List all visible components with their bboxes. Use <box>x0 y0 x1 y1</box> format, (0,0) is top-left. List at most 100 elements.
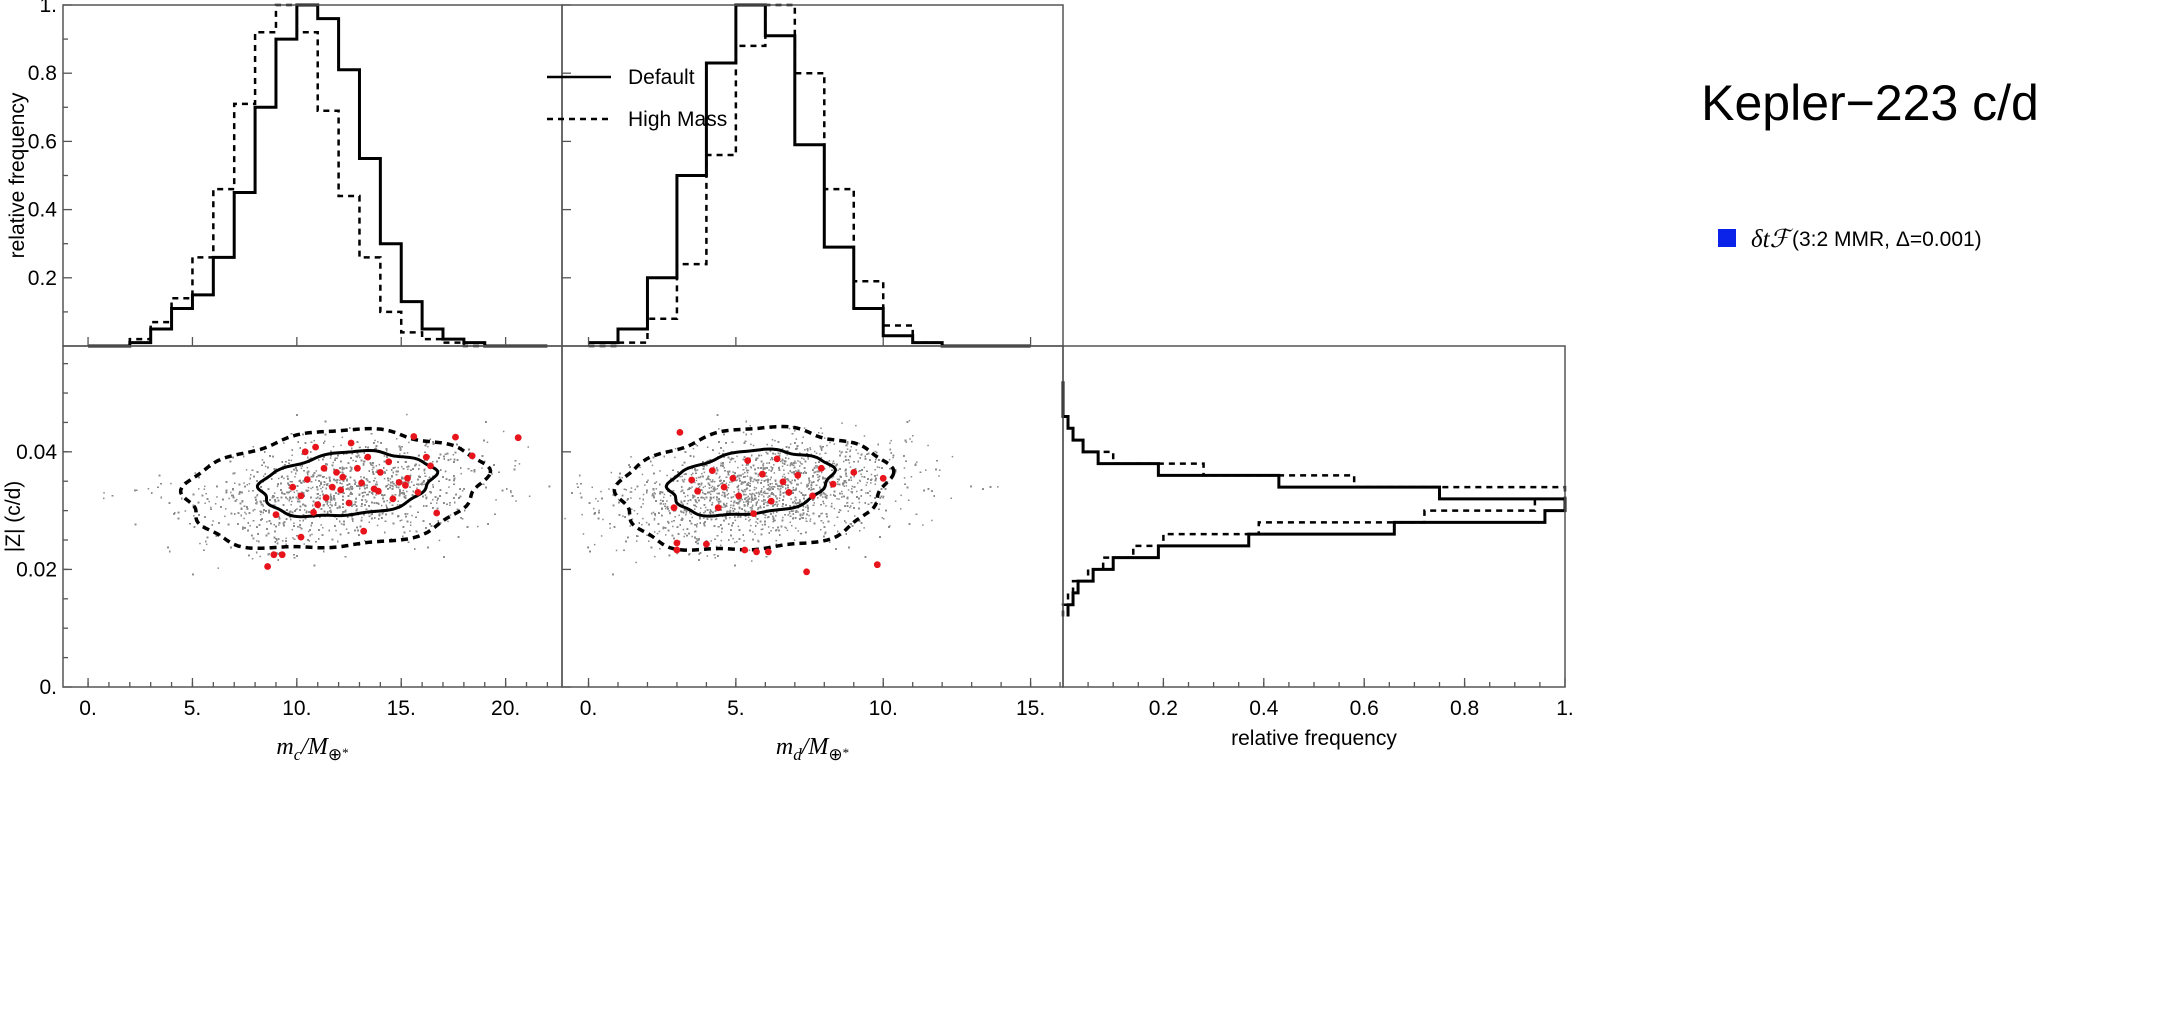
contour-68 <box>255 449 440 519</box>
method-legend-text: (3:2 MMR, Δ=0.001) <box>1792 228 1982 251</box>
data-point <box>785 489 793 496</box>
contour-68 <box>664 447 837 518</box>
data-point <box>714 504 722 512</box>
legend-default-label: Default <box>628 66 695 89</box>
data-point <box>468 452 476 460</box>
data-point <box>402 481 409 489</box>
y-tick-label: 0.6 <box>28 130 57 153</box>
mc-histogram-panel: 0.2 0.4 0.6 0.8 1. relative frequency <box>6 0 563 348</box>
data-point <box>850 469 858 476</box>
data-point <box>750 510 757 517</box>
y-tick-label: 1. <box>39 0 57 17</box>
data-point <box>744 457 752 464</box>
data-point <box>360 527 368 535</box>
data-point <box>297 492 305 500</box>
data-point <box>374 487 382 495</box>
x-tick-label: 10. <box>869 697 898 720</box>
x-axis-label: md/M⊕* <box>776 734 849 764</box>
histogram-series-high-mass <box>588 3 1031 348</box>
data-point <box>873 561 881 569</box>
data-point <box>270 551 278 559</box>
data-point <box>670 504 678 512</box>
data-point <box>404 474 411 482</box>
data-point <box>773 455 781 463</box>
y-tick-label: 0.04 <box>16 441 57 464</box>
data-point <box>414 489 422 496</box>
data-point <box>301 448 309 456</box>
data-point <box>395 479 403 486</box>
data-point <box>354 464 361 472</box>
contour-95 <box>612 424 896 552</box>
y-axis-label: relative frequency <box>6 92 29 258</box>
method-legend-symbol: δtℱ <box>1751 226 1794 253</box>
data-point <box>753 548 760 556</box>
x-tick-label: 0. <box>79 697 97 720</box>
data-point <box>817 464 825 472</box>
data-point <box>364 453 372 461</box>
data-point <box>312 443 319 451</box>
x-tick-label: 20. <box>491 697 520 720</box>
mc-scatter-panel: 0. 5. 10. 15. 20. mc/M⊕* 0. 0.02 0.04 |Z| (c/d) <box>2 345 563 764</box>
figure-title: Kepler−223 c/d <box>1701 75 2039 131</box>
data-point <box>673 546 681 554</box>
data-point <box>303 476 311 483</box>
data-point <box>735 492 743 500</box>
x-axis-label: relative frequency <box>1231 727 1397 750</box>
data-point <box>829 480 837 488</box>
data-point <box>278 551 286 559</box>
data-point <box>389 495 397 503</box>
y-tick-label: 0.8 <box>28 62 57 85</box>
x-tick-label: 15. <box>1016 697 1045 720</box>
y-tick-label: 0.02 <box>16 558 57 581</box>
x-tick-label: 5. <box>727 697 745 720</box>
data-point <box>339 473 347 481</box>
data-point <box>703 540 710 548</box>
data-point <box>794 471 802 479</box>
data-point <box>433 509 441 517</box>
data-point <box>427 462 434 470</box>
x-tick-label: 0.8 <box>1450 697 1479 720</box>
data-point <box>759 470 766 478</box>
data-point <box>272 511 280 519</box>
y-tick-label: 0. <box>39 676 57 699</box>
x-tick-label: 0.4 <box>1249 697 1279 720</box>
data-point <box>358 479 365 487</box>
data-point <box>741 546 749 554</box>
data-point <box>377 469 384 476</box>
data-point <box>410 433 418 440</box>
data-point <box>779 478 787 486</box>
data-point <box>809 492 816 500</box>
data-point <box>297 533 305 541</box>
x-axis-label: mc/M⊕* <box>276 734 348 764</box>
data-point <box>764 548 772 556</box>
data-point <box>729 474 737 482</box>
data-point <box>320 464 328 472</box>
data-point <box>314 501 322 509</box>
data-point <box>514 434 522 442</box>
histogram-series-high-mass <box>88 3 506 348</box>
y-tick-label: 0.4 <box>28 199 58 222</box>
data-point <box>422 453 430 461</box>
y-tick-label: 0.2 <box>28 267 57 290</box>
data-point <box>322 494 330 502</box>
data-point <box>328 483 336 491</box>
data-point <box>720 483 728 491</box>
contour-95 <box>178 426 493 551</box>
z-histogram-panel: 0.2 0.4 0.6 0.8 1. relative frequency <box>1061 345 1574 750</box>
data-point <box>688 476 696 484</box>
data-point <box>694 487 701 495</box>
x-tick-label: 0.2 <box>1149 697 1178 720</box>
data-point <box>673 539 681 547</box>
x-tick-label: 5. <box>184 697 202 720</box>
legend-highmass-label: High Mass <box>628 108 727 131</box>
x-tick-label: 15. <box>387 697 416 720</box>
histogram-series-default <box>88 3 548 348</box>
x-tick-label: 0.6 <box>1350 697 1379 720</box>
data-point <box>289 483 297 491</box>
data-point <box>264 563 271 570</box>
x-tick-label: 10. <box>282 697 311 720</box>
x-tick-label: 1. <box>1556 697 1574 720</box>
md-scatter-panel: 0. 5. 10. 15. md/M⊕* <box>561 345 1064 764</box>
